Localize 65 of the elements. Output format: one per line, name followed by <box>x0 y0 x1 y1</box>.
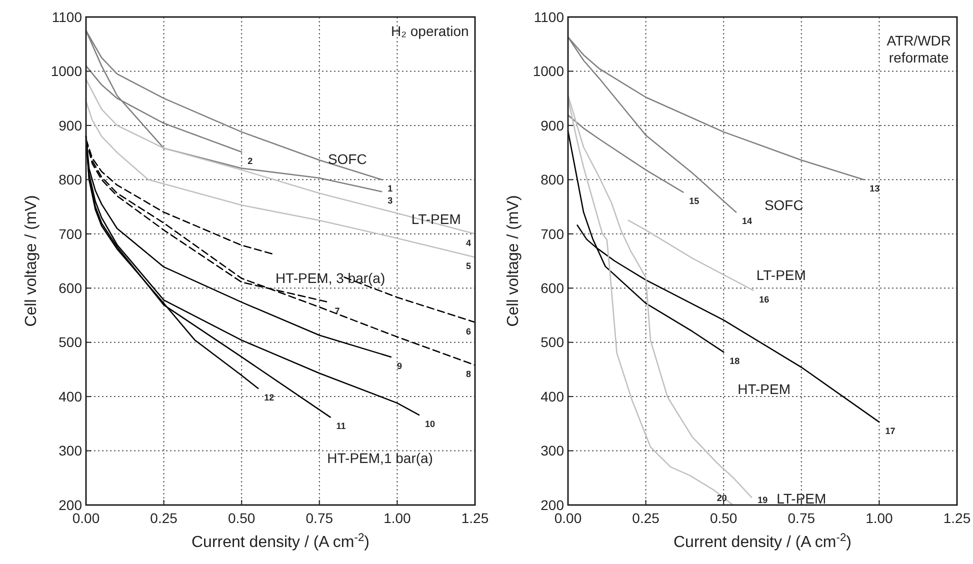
series-label: 13 <box>870 184 880 194</box>
x-tick-label: 0.50 <box>710 510 738 526</box>
y-tick-label: 300 <box>540 442 564 459</box>
y-tick-label: 600 <box>58 280 82 296</box>
series-label: 19 <box>758 495 768 505</box>
y-tick-label: 600 <box>540 280 564 296</box>
y-tick-label: 200 <box>540 496 564 513</box>
series-label: 14 <box>742 216 752 226</box>
x-tick-label: 0.00 <box>554 510 582 526</box>
x-tick-label: 0.50 <box>228 510 256 526</box>
series-label: 8 <box>466 369 471 380</box>
y-tick-label: 200 <box>58 496 82 513</box>
x-tick-label: 0.75 <box>306 510 334 526</box>
y-tick-label: 500 <box>58 334 82 350</box>
series-label: 10 <box>424 418 435 429</box>
series-label: 6 <box>466 326 471 336</box>
annotation: H₂ operation <box>390 22 469 39</box>
series-label: 12 <box>264 392 274 402</box>
y-tick-label: 900 <box>540 117 564 134</box>
x-tick-label: 1.00 <box>384 510 412 526</box>
x-tick-label: 1.25 <box>461 510 489 526</box>
y-tick-label: 700 <box>540 226 564 242</box>
y-tick-label: 400 <box>540 388 564 404</box>
y-tick-label: 900 <box>58 117 82 134</box>
y-tick-label: 1100 <box>534 8 564 25</box>
y-tick-label: 400 <box>58 388 82 404</box>
x-tick-label: 1.25 <box>943 510 971 526</box>
x-tick-label: 0.75 <box>788 510 816 526</box>
y-tick-label: 800 <box>540 172 564 188</box>
y-tick-label: 700 <box>58 226 82 242</box>
series-label: 20 <box>716 493 727 503</box>
series-label: 5 <box>466 261 471 272</box>
x-tick-label: 0.25 <box>150 510 178 526</box>
y-tick-label: 800 <box>58 172 82 188</box>
x-tick-label: 1.00 <box>866 510 894 526</box>
annotation: SOFC <box>764 197 804 214</box>
x-axis-title: Current density / (A cm$^{-2}$) <box>192 532 370 551</box>
annotation: LT-PEM <box>411 210 461 227</box>
series-label: 18 <box>730 356 740 366</box>
annotation: LT-PEM <box>776 490 826 506</box>
series-label: 17 <box>885 426 896 436</box>
x-tick-label: 0.25 <box>632 510 660 526</box>
annotation: HT-PEM,1 bar(a) <box>327 450 433 466</box>
series-label: 2 <box>248 156 253 166</box>
series-label: 16 <box>759 294 770 304</box>
annotation: LT-PEM <box>756 266 806 283</box>
y-tick-label: 1000 <box>532 63 564 80</box>
annotation: HT-PEM <box>738 381 790 398</box>
series-label: 4 <box>466 238 471 248</box>
series-label: 9 <box>396 360 402 371</box>
series-label: 15 <box>689 196 700 206</box>
series-label: 11 <box>336 421 346 432</box>
series-label: 1 <box>388 184 393 194</box>
y-axis-title: Cell voltage / (mV) <box>505 195 522 327</box>
x-tick-label: 0.00 <box>72 510 100 526</box>
y-tick-label: 1000 <box>50 63 82 80</box>
annotation: HT-PEM, 3 bar(a) <box>275 270 386 286</box>
y-tick-label: 1100 <box>52 8 82 25</box>
y-tick-label: 500 <box>540 334 564 350</box>
series-label: 3 <box>388 196 393 206</box>
annotation: ATR/WDR reformate <box>886 32 952 66</box>
x-axis-title: Current density / (A cm$^{-2}$) <box>674 532 852 551</box>
y-tick-label: 300 <box>58 442 82 459</box>
y-axis-title: Cell voltage / (mV) <box>23 195 40 327</box>
annotation: SOFC <box>328 150 367 167</box>
